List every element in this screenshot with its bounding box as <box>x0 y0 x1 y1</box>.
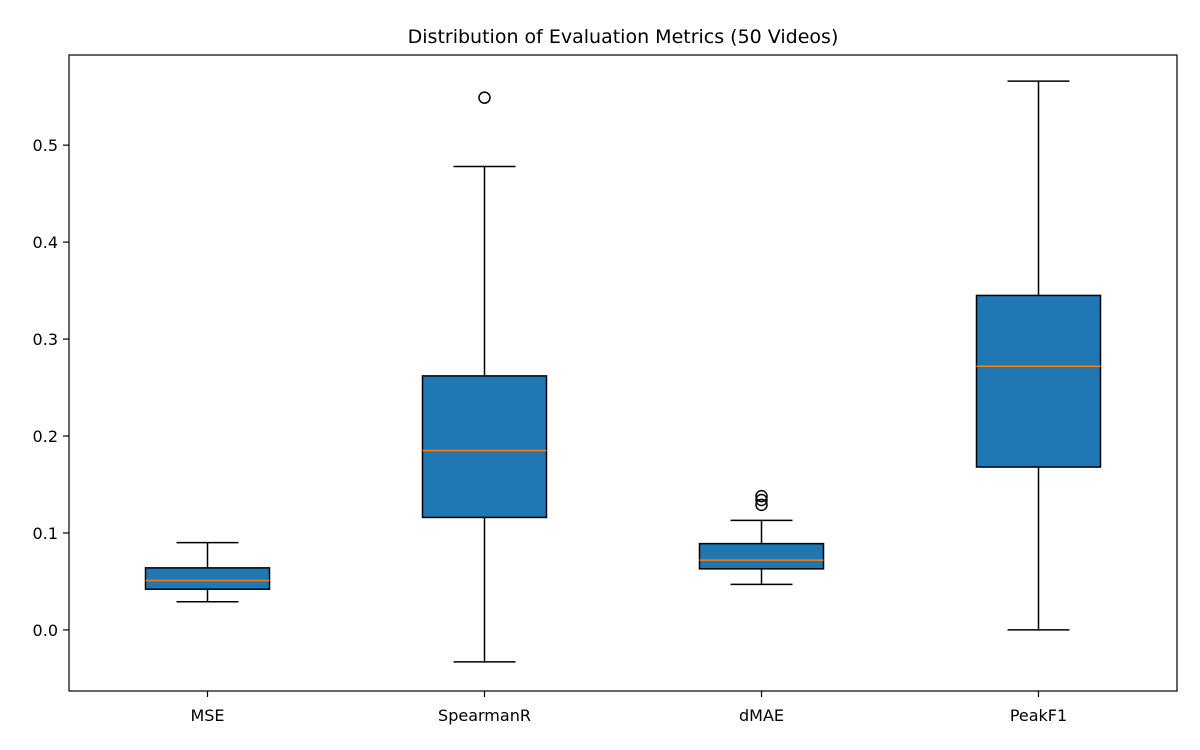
plot-frame <box>68 54 1178 692</box>
box-mse <box>144 567 271 590</box>
x-tick-label-dmae: dMAE <box>739 706 784 725</box>
box-spearmanr <box>421 375 548 519</box>
plot-area <box>144 80 1102 663</box>
box-peakf1 <box>975 294 1102 468</box>
x-tick-label-mse: MSE <box>190 706 224 725</box>
box-group-mse <box>144 541 271 603</box>
outlier-dmae-0 <box>755 498 768 512</box>
box-group-spearmanr <box>421 91 548 663</box>
y-tick-label-0: 0.0 <box>33 621 58 640</box>
y-tick-label-4: 0.4 <box>33 233 58 252</box>
box-group-peakf1 <box>975 80 1102 631</box>
box-group-dmae <box>698 489 825 586</box>
y-tick-label-1: 0.1 <box>33 524 58 543</box>
outlier-spearmanr-0 <box>478 91 491 104</box>
y-tick-label-5: 0.5 <box>33 136 58 155</box>
chart-title: Distribution of Evaluation Metrics (50 V… <box>408 26 839 48</box>
x-tick-label-spearmanr: SpearmanR <box>438 706 531 725</box>
y-tick-label-3: 0.3 <box>33 330 58 349</box>
x-tick-label-peakf1: PeakF1 <box>1010 706 1067 725</box>
axes: MSE SpearmanR dMAE PeakF1 0.0 0.1 0.2 0.3 0.4 0.5 <box>33 136 1068 725</box>
outlier-dmae-1 <box>755 493 768 507</box>
box-dmae <box>698 542 825 570</box>
y-tick-label-2: 0.2 <box>33 427 58 446</box>
outlier-dmae-2 <box>755 489 768 503</box>
